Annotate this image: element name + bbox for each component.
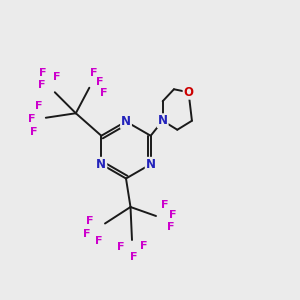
Text: F: F [95, 236, 102, 246]
Text: F: F [140, 241, 147, 251]
Text: N: N [96, 158, 106, 171]
Text: F: F [30, 127, 38, 137]
Text: F: F [90, 68, 98, 78]
Text: F: F [52, 72, 60, 82]
Text: F: F [28, 114, 35, 124]
Text: F: F [117, 242, 124, 253]
Text: F: F [167, 222, 174, 233]
Text: N: N [158, 114, 168, 127]
Text: O: O [184, 86, 194, 99]
Text: F: F [83, 229, 91, 239]
Text: F: F [34, 101, 42, 111]
Text: N: N [121, 115, 131, 128]
Text: F: F [100, 88, 107, 98]
Text: F: F [39, 68, 46, 78]
Text: F: F [130, 252, 137, 262]
Text: F: F [169, 209, 176, 220]
Text: N: N [146, 158, 156, 171]
Text: F: F [161, 200, 169, 210]
Text: F: F [96, 77, 103, 87]
Text: F: F [38, 80, 45, 90]
Text: F: F [86, 215, 94, 226]
